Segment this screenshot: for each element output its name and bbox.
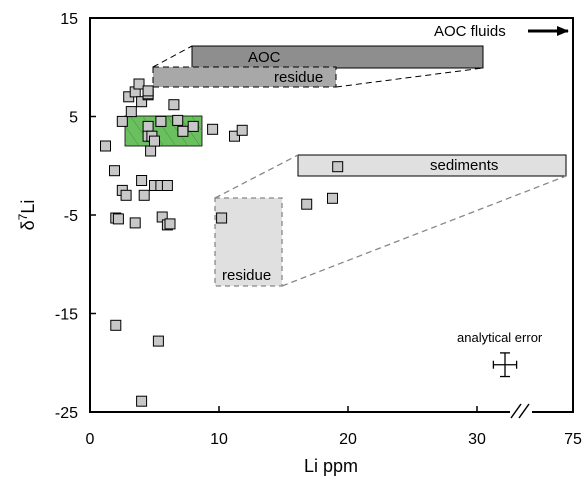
y-axis-title-li: Li xyxy=(18,200,38,214)
y-tick-label-5: 5 xyxy=(69,110,78,127)
data-point-14 xyxy=(145,145,157,157)
y-axis-title-sup: 7 xyxy=(16,213,30,220)
data-point-37 xyxy=(164,218,176,230)
data-point-39 xyxy=(152,335,164,347)
data-point-19 xyxy=(177,125,189,137)
aoc-box xyxy=(191,45,484,69)
data-point-7 xyxy=(136,96,148,108)
x-tick-label-30: 30 xyxy=(468,431,486,448)
data-point-6 xyxy=(133,78,145,90)
x-axis-title: Li ppm xyxy=(304,456,358,476)
y-tick-label--5: -5 xyxy=(64,208,78,225)
analytical-error-label: analytical error xyxy=(457,330,543,345)
data-point-16 xyxy=(155,115,167,127)
connector-aoc-left xyxy=(152,45,193,68)
x-tick-label-20: 20 xyxy=(339,431,357,448)
data-point-21 xyxy=(207,123,219,135)
y-tick-label--15: -15 xyxy=(55,307,78,324)
residue-top-label: residue xyxy=(274,69,323,86)
connector-sediment-bottom xyxy=(281,175,567,287)
data-points xyxy=(100,78,344,407)
sediments-box xyxy=(297,154,567,177)
axis-tick-labels: 0 10 20 30 75 -25 -15 -5 5 15 xyxy=(55,11,582,448)
data-point-11 xyxy=(142,120,154,132)
sediments-label: sediments xyxy=(430,157,498,174)
axis-break-mark xyxy=(510,402,532,422)
y-axis-title: δ7Li xyxy=(16,200,38,231)
residue-top-box xyxy=(152,66,337,88)
x-tick-label-0: 0 xyxy=(86,431,95,448)
data-point-33 xyxy=(112,213,124,225)
data-point-44 xyxy=(332,161,344,173)
data-point-38 xyxy=(110,319,122,331)
y-tick-label-15: 15 xyxy=(60,11,78,28)
y-tick-label--25: -25 xyxy=(55,405,78,422)
data-point-2 xyxy=(116,115,128,127)
x-tick-label-75: 75 xyxy=(564,431,582,448)
field-boxes xyxy=(124,45,567,287)
residue-bottom-label: residue xyxy=(222,267,271,284)
data-point-23 xyxy=(236,124,248,136)
x-tick-label-10: 10 xyxy=(210,431,228,448)
data-point-34 xyxy=(129,217,141,229)
connector-lines xyxy=(152,45,567,287)
data-point-41 xyxy=(216,212,228,224)
analytical-error-bar xyxy=(492,352,518,378)
connector-sediment-top xyxy=(214,154,299,199)
data-point-29 xyxy=(138,189,150,201)
data-point-40 xyxy=(136,395,148,407)
data-point-3 xyxy=(125,106,137,118)
axis-ticks xyxy=(89,17,574,413)
data-point-17 xyxy=(168,99,180,111)
data-point-31 xyxy=(161,180,173,191)
data-point-20 xyxy=(187,120,199,132)
data-point-42 xyxy=(301,198,313,210)
data-point-22 xyxy=(229,130,240,142)
data-point-18 xyxy=(172,114,184,126)
aoc-fluids-label: AOC fluids xyxy=(434,23,506,40)
aoc-label: AOC xyxy=(248,49,281,66)
data-point-43 xyxy=(327,192,338,204)
data-point-24 xyxy=(109,165,120,177)
data-point-26 xyxy=(136,175,148,186)
connector-aoc-right xyxy=(335,67,484,88)
data-point-15 xyxy=(149,135,160,147)
data-point-10 xyxy=(142,85,154,97)
data-point-30 xyxy=(120,189,132,201)
data-point-1 xyxy=(100,140,111,152)
y-axis-title-delta: δ xyxy=(18,220,38,230)
